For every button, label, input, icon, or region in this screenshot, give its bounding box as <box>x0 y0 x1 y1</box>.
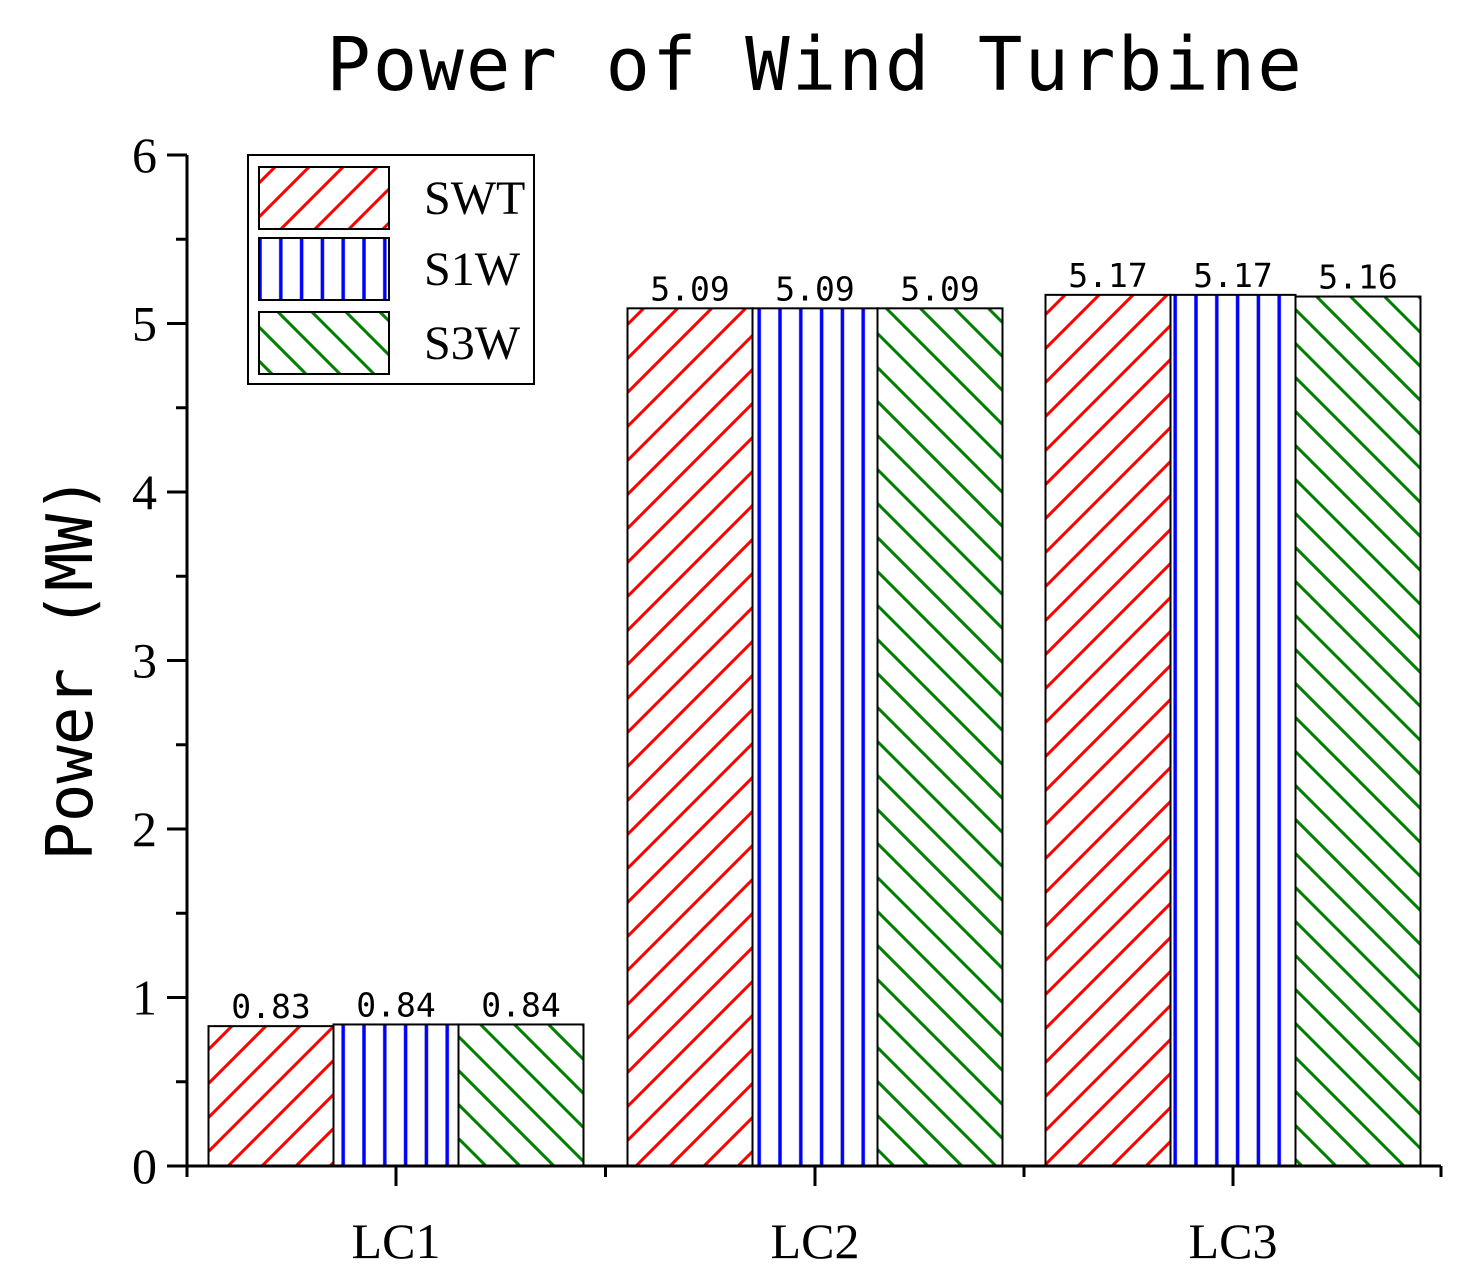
data-label-s1w-lc2: 5.09 <box>775 269 854 308</box>
y-tick-label-3: 3 <box>132 633 157 689</box>
y-tick-label-2: 2 <box>132 801 157 857</box>
bar-s3w-lc1 <box>457 1023 585 1167</box>
bar-swt-lc1 <box>207 1025 335 1168</box>
bar-s3w-lc2 <box>876 307 1004 1167</box>
bar-s3w-lc3 <box>1294 295 1422 1168</box>
y-tick-label-0: 0 <box>132 1138 157 1194</box>
legend-swatch-s3w <box>258 311 390 375</box>
data-label-swt-lc1: 0.83 <box>231 987 310 1026</box>
data-label-swt-lc3: 5.17 <box>1068 256 1147 295</box>
legend-swatch-s1w <box>258 237 390 301</box>
data-label-swt-lc2: 5.09 <box>650 269 729 308</box>
legend-swatch-swt <box>258 166 390 230</box>
legend-label-swt: SWT <box>424 172 525 225</box>
y-tick-label-1: 1 <box>132 970 157 1026</box>
plot-area: 0.83 0.84 0.84 LC1 5.09 5.09 5.09 LC2 5.17 5.17 5.… <box>132 127 1443 1269</box>
legend: SWT S1W S3W <box>247 154 535 385</box>
bar-s1w-lc3 <box>1169 293 1297 1168</box>
y-tick-label-4: 4 <box>132 464 157 520</box>
legend-label-s1w: S1W <box>424 243 521 296</box>
y-tick-label-6: 6 <box>132 127 157 183</box>
bar-swt-lc2 <box>626 307 754 1167</box>
data-label-s1w-lc1: 0.84 <box>356 985 435 1024</box>
x-tick-label-lc1: LC1 <box>352 1213 441 1269</box>
data-label-s1w-lc3: 5.17 <box>1193 256 1272 295</box>
legend-label-s3w: S3W <box>424 317 521 370</box>
x-tick-label-lc2: LC2 <box>771 1213 860 1269</box>
y-axis-label: Power (MW) <box>34 475 108 860</box>
y-tick-label-5: 5 <box>132 296 157 352</box>
bar-s1w-lc2 <box>751 307 879 1167</box>
chart-title: Power of Wind Turbine <box>326 22 1304 108</box>
bar-swt-lc3 <box>1044 293 1172 1168</box>
data-label-s3w-lc2: 5.09 <box>900 269 979 308</box>
data-label-s3w-lc1: 0.84 <box>481 985 560 1024</box>
x-tick-label-lc3: LC3 <box>1189 1213 1278 1269</box>
data-label-s3w-lc3: 5.16 <box>1318 258 1397 297</box>
bar-s1w-lc1 <box>332 1023 460 1167</box>
